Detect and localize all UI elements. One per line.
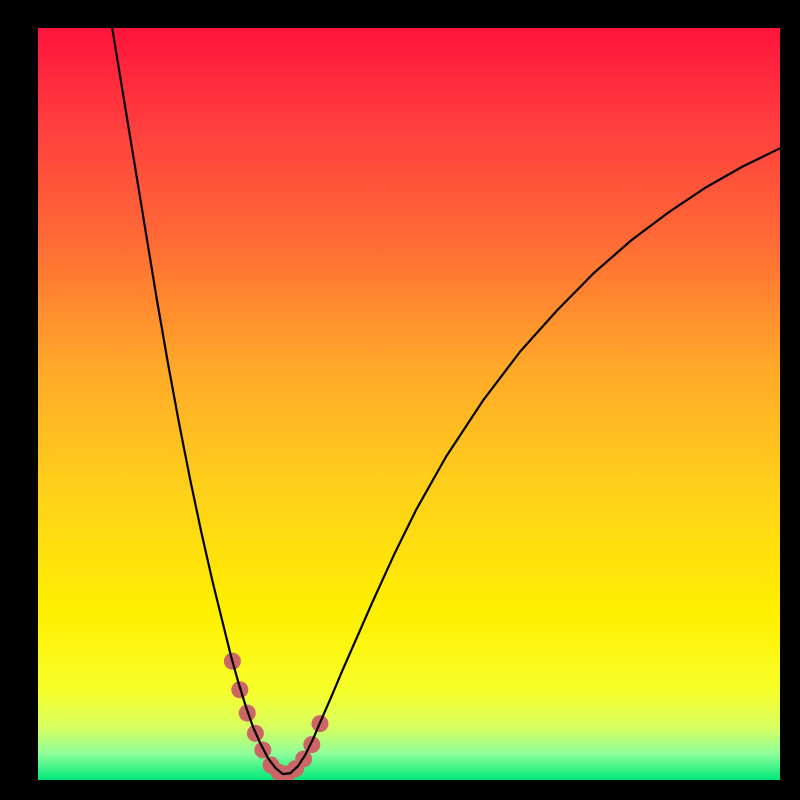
frame-border <box>0 0 38 800</box>
bottleneck-chart <box>38 28 780 780</box>
frame-border <box>0 780 800 800</box>
chart-svg <box>38 28 780 780</box>
frame-border <box>0 0 800 28</box>
frame-border <box>780 0 800 800</box>
gradient-background <box>38 28 780 780</box>
